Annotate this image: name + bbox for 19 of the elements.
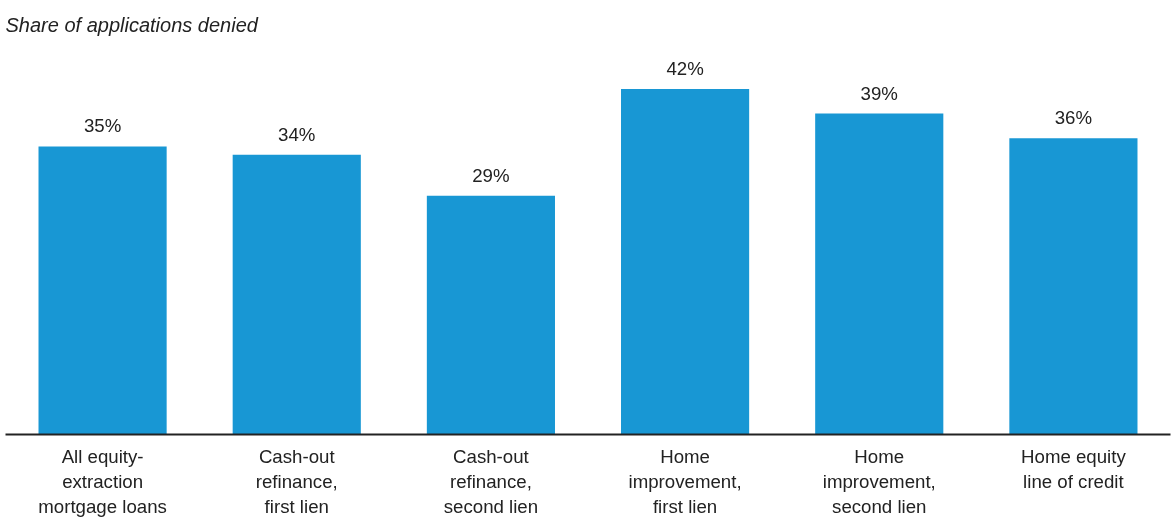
bar (426, 195, 555, 435)
x-tick-label: Cash-out refinance, first lien (255, 445, 338, 517)
chart-title: Share of applications denied (5, 13, 259, 36)
bar (815, 113, 944, 435)
data-label: 36% (1054, 107, 1093, 129)
x-tick-label: Home improvement, second lien (822, 445, 936, 517)
bar (232, 154, 361, 435)
bar (621, 88, 750, 435)
x-tick-label: All equity-extraction mortgage loans (38, 445, 167, 517)
bar (1009, 138, 1138, 435)
data-label: 39% (860, 82, 898, 104)
data-label: 42% (666, 57, 704, 79)
data-label: 29% (472, 164, 510, 186)
x-tick-label: Home equity line of credit (1021, 445, 1127, 492)
bar (38, 146, 167, 435)
data-label: 35% (83, 115, 122, 137)
data-label: 34% (278, 123, 316, 145)
x-tick-label: Home improvement, first lien (628, 445, 742, 517)
x-tick-label: Cash-out refinance, second lien (443, 445, 539, 517)
